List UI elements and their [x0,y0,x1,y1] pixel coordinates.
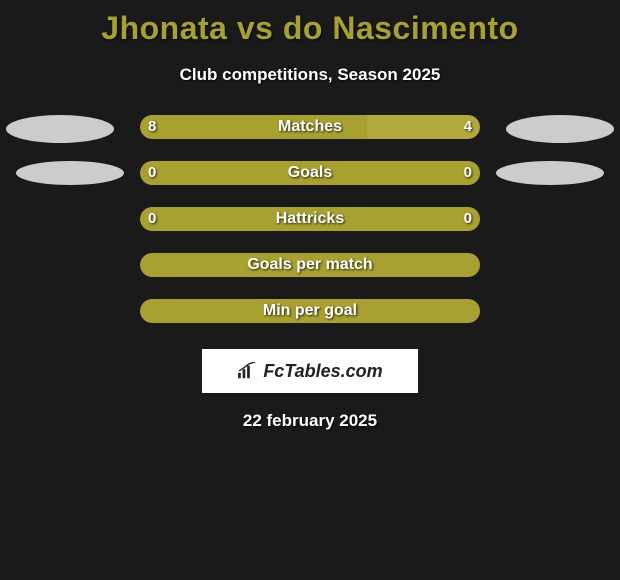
brand-text: FcTables.com [263,361,382,382]
brand-logo: FcTables.com [202,349,418,393]
bar-left-fill [140,207,480,231]
stat-value-left: 0 [148,207,156,231]
bar-left-fill [140,299,480,323]
stat-value-left: 8 [148,115,156,139]
bar-left-fill [140,115,367,139]
bar-track [140,253,480,277]
left-player-marker [16,161,124,185]
stat-row-goals: 0 Goals 0 [0,161,620,185]
comparison-rows: 8 Matches 4 0 Goals 0 0 Hattricks 0 [0,115,620,323]
subtitle: Club competitions, Season 2025 [0,65,620,85]
stat-value-right: 0 [464,207,472,231]
comparison-infographic: Jhonata vs do Nascimento Club competitio… [0,0,620,431]
chart-icon [237,362,259,380]
right-player-marker [506,115,614,143]
stat-value-left: 0 [148,161,156,185]
bar-track [140,299,480,323]
snapshot-date: 22 february 2025 [0,411,620,431]
stat-row-min-per-goal: Min per goal [0,299,620,323]
bar-track [140,115,480,139]
bar-left-fill [140,253,480,277]
stat-value-right: 0 [464,161,472,185]
right-player-marker [496,161,604,185]
bar-track [140,161,480,185]
stat-row-hattricks: 0 Hattricks 0 [0,207,620,231]
stat-row-goals-per-match: Goals per match [0,253,620,277]
bar-left-fill [140,161,480,185]
left-player-marker [6,115,114,143]
bar-track [140,207,480,231]
stat-row-matches: 8 Matches 4 [0,115,620,139]
stat-value-right: 4 [464,115,472,139]
page-title: Jhonata vs do Nascimento [0,10,620,47]
